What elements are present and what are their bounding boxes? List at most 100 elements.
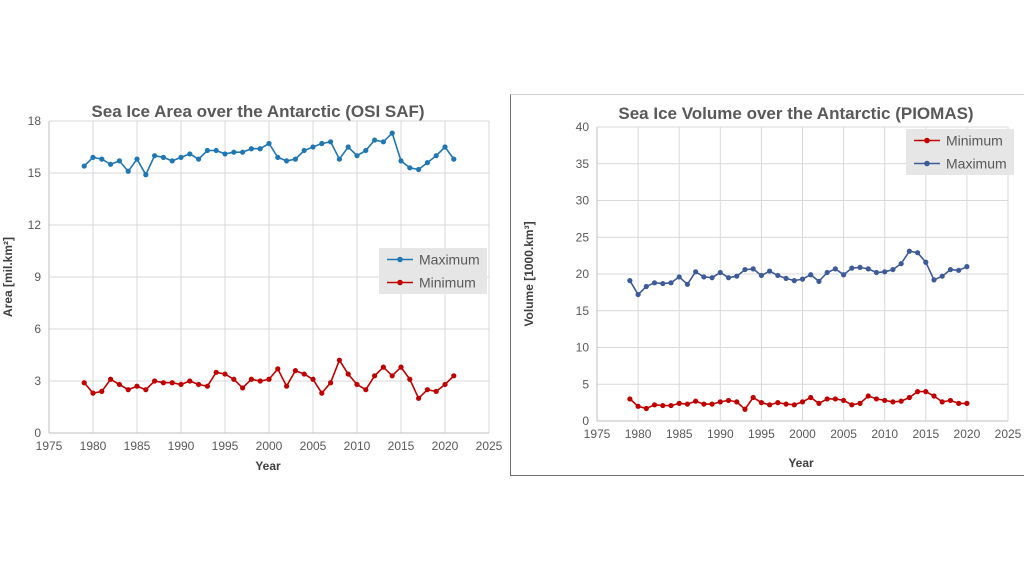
data-point-maximum	[775, 272, 781, 279]
data-point-minimum	[222, 371, 228, 377]
data-point-minimum	[824, 396, 830, 402]
data-point-minimum	[627, 396, 633, 402]
data-point-maximum	[651, 280, 658, 286]
legend-box	[379, 248, 487, 294]
data-point-maximum	[160, 154, 166, 160]
y-tick-label: 0	[34, 426, 41, 440]
data-point-maximum	[398, 158, 404, 164]
data-point-maximum	[914, 250, 921, 256]
data-point-minimum	[231, 376, 237, 382]
y-tick-label: 18	[28, 114, 42, 128]
legend-swatch-marker	[924, 137, 930, 144]
data-point-maximum	[204, 147, 210, 154]
chart-title: Sea Ice Area over the Antarctic (OSI SAF…	[91, 102, 424, 121]
legend-box	[906, 129, 1014, 175]
data-point-maximum	[134, 156, 140, 162]
x-tick-label: 1980	[625, 427, 652, 441]
data-point-maximum	[116, 158, 122, 164]
x-tick-label: 1990	[707, 427, 734, 441]
x-tick-label: 1975	[36, 439, 63, 453]
y-tick-label: 15	[576, 304, 590, 318]
data-point-maximum	[319, 140, 325, 147]
data-point-minimum	[284, 383, 290, 389]
x-tick-label: 2020	[954, 427, 981, 441]
data-point-maximum	[231, 149, 237, 155]
data-point-maximum	[898, 261, 904, 267]
area-chart-panel: Sea Ice Area over the Antarctic (OSI SAF…	[0, 92, 506, 482]
data-point-maximum	[99, 156, 105, 162]
data-point-maximum	[660, 280, 666, 287]
data-point-minimum	[108, 376, 114, 382]
y-tick-label: 15	[28, 166, 42, 180]
data-point-maximum	[275, 154, 281, 160]
legend-label-maximum: Maximum	[419, 252, 480, 268]
data-point-minimum	[354, 381, 360, 388]
x-tick-label: 2015	[912, 427, 939, 441]
data-point-maximum	[956, 267, 962, 273]
data-point-maximum	[372, 137, 378, 143]
volume-chart: Sea Ice Volume over the Antarctic (PIOMA…	[522, 104, 1022, 470]
data-point-maximum	[816, 278, 822, 284]
data-point-minimum	[152, 378, 158, 384]
data-point-maximum	[442, 144, 448, 150]
data-point-minimum	[319, 390, 325, 396]
data-point-minimum	[816, 400, 822, 406]
data-point-maximum	[758, 272, 764, 279]
data-point-minimum	[336, 357, 342, 363]
data-point-minimum	[204, 383, 210, 389]
data-point-minimum	[398, 364, 404, 370]
data-point-minimum	[424, 387, 430, 393]
data-point-minimum	[964, 400, 970, 406]
data-point-minimum	[676, 400, 682, 406]
data-point-minimum	[832, 396, 838, 402]
x-axis-label: Year	[255, 459, 281, 473]
data-point-minimum	[758, 400, 764, 406]
data-point-maximum	[964, 264, 970, 270]
data-point-maximum	[380, 139, 386, 145]
data-point-maximum	[906, 248, 912, 254]
legend-swatch-marker	[924, 160, 930, 167]
data-point-maximum	[222, 151, 228, 157]
data-point-minimum	[882, 397, 888, 404]
data-point-minimum	[701, 401, 707, 407]
data-point-maximum	[108, 161, 114, 167]
data-point-maximum	[284, 158, 290, 164]
data-point-maximum	[791, 278, 797, 284]
data-point-minimum	[363, 387, 369, 393]
data-point-maximum	[90, 154, 96, 160]
data-point-minimum	[160, 380, 166, 386]
data-point-maximum	[824, 269, 830, 276]
x-tick-label: 2010	[871, 427, 898, 441]
data-point-maximum	[890, 266, 896, 273]
data-point-minimum	[266, 376, 272, 382]
data-point-minimum	[116, 381, 122, 388]
x-tick-label: 2005	[300, 439, 327, 453]
data-point-minimum	[451, 373, 457, 379]
y-tick-label: 0	[582, 414, 589, 428]
x-tick-label: 2000	[789, 427, 816, 441]
data-point-minimum	[442, 381, 448, 388]
data-point-maximum	[125, 168, 131, 174]
x-tick-label: 2005	[830, 427, 857, 441]
data-point-minimum	[660, 402, 666, 409]
data-point-minimum	[947, 397, 954, 404]
data-point-maximum	[882, 269, 888, 275]
data-point-minimum	[433, 388, 439, 394]
y-tick-label: 40	[576, 120, 590, 134]
y-tick-label: 20	[576, 267, 590, 281]
data-point-minimum	[767, 402, 773, 408]
data-point-minimum	[668, 402, 674, 409]
data-point-minimum	[301, 371, 307, 377]
x-tick-label: 1995	[748, 427, 775, 441]
data-point-maximum	[701, 274, 707, 280]
x-tick-label: 2025	[476, 439, 503, 453]
data-point-minimum	[196, 381, 202, 388]
x-tick-label: 1990	[168, 439, 195, 453]
data-point-minimum	[693, 398, 699, 404]
data-point-maximum	[734, 273, 740, 279]
data-point-minimum	[841, 397, 847, 404]
legend-swatch-marker	[397, 256, 403, 263]
data-point-maximum	[416, 166, 422, 173]
data-point-minimum	[240, 385, 246, 391]
data-point-maximum	[178, 154, 184, 160]
